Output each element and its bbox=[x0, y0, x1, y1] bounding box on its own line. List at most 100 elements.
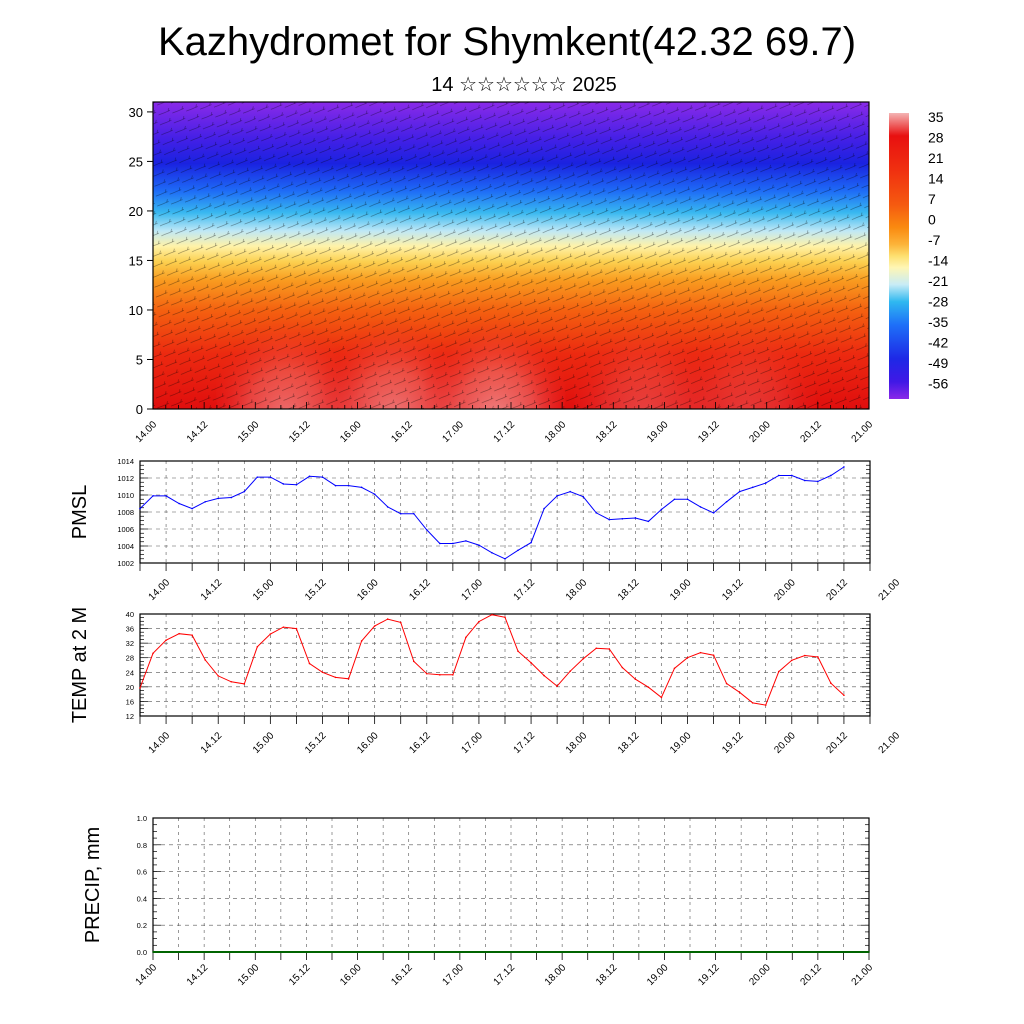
x-tick-label: 15.12 bbox=[287, 962, 313, 988]
y-tick-label: 0.8 bbox=[137, 841, 147, 850]
series-point bbox=[243, 490, 246, 493]
x-tick-label: 18.00 bbox=[564, 577, 590, 603]
series-point bbox=[673, 667, 676, 670]
series-point bbox=[634, 517, 637, 519]
series-point bbox=[465, 636, 467, 639]
colorbar-label: 21 bbox=[928, 150, 944, 166]
wind-barbs-overlay bbox=[153, 102, 869, 409]
series-point bbox=[373, 493, 376, 495]
series-point bbox=[830, 474, 832, 477]
series-point bbox=[569, 670, 571, 672]
x-tick-label: 17.12 bbox=[512, 730, 538, 756]
series-point bbox=[308, 662, 311, 665]
heatmap-x-tick-label: 15.12 bbox=[287, 419, 313, 445]
y-tick-label: 0.4 bbox=[137, 894, 147, 903]
x-tick-label: 16.00 bbox=[355, 577, 381, 603]
x-tick-label: 14.00 bbox=[147, 577, 173, 603]
series-point bbox=[530, 662, 532, 664]
series-point bbox=[660, 696, 663, 699]
heatmap-y-tick-label: 0 bbox=[136, 402, 143, 417]
x-tick-label: 18.12 bbox=[594, 962, 620, 988]
x-tick-label: 15.00 bbox=[236, 962, 262, 988]
x-tick-label: 19.00 bbox=[645, 962, 671, 988]
series-point bbox=[425, 529, 428, 531]
y-tick-label: 12 bbox=[126, 712, 134, 721]
colorbar-label: -56 bbox=[928, 376, 948, 392]
heatmap-x-tick-label: 14.12 bbox=[185, 419, 211, 445]
series-point bbox=[582, 658, 585, 660]
x-tick-label: 20.00 bbox=[772, 730, 798, 756]
y-tick-label: 36 bbox=[126, 625, 134, 634]
series-point bbox=[712, 512, 715, 514]
series-point bbox=[412, 512, 415, 515]
series-point bbox=[699, 506, 702, 508]
colorbar-label: -21 bbox=[928, 273, 948, 289]
y-tick-label: 16 bbox=[126, 697, 134, 706]
temp-panel: 12 16 20 24 28 32 36 40 14.00 14.12 15.00 15.12 16.0… bbox=[69, 607, 902, 756]
series-point bbox=[738, 691, 741, 694]
series-point bbox=[191, 507, 193, 510]
x-tick-label: 16.12 bbox=[389, 962, 415, 988]
series-point bbox=[817, 480, 819, 483]
x-tick-label: 19.12 bbox=[720, 730, 746, 756]
series-point bbox=[843, 694, 845, 697]
y-tick-label: 24 bbox=[126, 668, 134, 677]
series-point bbox=[204, 659, 206, 661]
series-point bbox=[425, 672, 428, 675]
series-point bbox=[399, 621, 402, 624]
series-point bbox=[738, 490, 741, 493]
colorbar-label: -14 bbox=[928, 253, 948, 269]
series-point bbox=[178, 632, 180, 635]
series-point bbox=[452, 542, 454, 545]
x-tick-label: 17.00 bbox=[460, 577, 486, 603]
colorbar-strip bbox=[889, 113, 909, 399]
series-line bbox=[139, 466, 845, 560]
precip-panel: 0.0 0.2 0.4 0.6 0.8 1.0 14.00 14.12 15.00 15.12 16… bbox=[82, 814, 875, 988]
series-point bbox=[282, 483, 285, 485]
series-point bbox=[543, 674, 545, 677]
x-tick-label: 20.12 bbox=[825, 730, 851, 756]
pmsl-panel: 1002 1004 1006 1008 1010 1012 1014 14.00 14.12 15… bbox=[69, 457, 902, 603]
series-point bbox=[360, 640, 363, 642]
y-axis-title: TEMP at 2 M bbox=[69, 607, 91, 723]
heatmap-x-tick-label: 21.00 bbox=[850, 419, 876, 445]
y-axis-title: PRECIP, mm bbox=[82, 827, 104, 943]
heatmap-x-tick-label: 14.00 bbox=[134, 419, 160, 445]
x-tick-label: 15.00 bbox=[251, 730, 277, 756]
x-tick-label: 17.12 bbox=[512, 577, 538, 603]
y-tick-label: 1010 bbox=[117, 491, 134, 500]
x-tick-label: 16.00 bbox=[355, 730, 381, 756]
x-tick-label: 14.12 bbox=[185, 962, 211, 988]
series-point bbox=[673, 498, 676, 501]
x-tick-label: 14.00 bbox=[147, 730, 173, 756]
y-tick-label: 1012 bbox=[117, 474, 134, 483]
series-point bbox=[217, 497, 220, 500]
series-point bbox=[321, 671, 324, 674]
series-point bbox=[256, 645, 259, 648]
series-point bbox=[751, 486, 754, 489]
series-point bbox=[139, 687, 141, 689]
series-point bbox=[334, 676, 337, 679]
y-tick-label: 1008 bbox=[117, 508, 134, 517]
x-tick-label: 14.12 bbox=[199, 577, 225, 603]
series-point bbox=[491, 613, 493, 616]
colorbar-label: -49 bbox=[928, 355, 948, 371]
x-tick-label: 16.12 bbox=[407, 730, 433, 756]
colorbar-label: 14 bbox=[928, 171, 944, 187]
y-tick-label: 1.0 bbox=[137, 814, 147, 823]
series-point bbox=[530, 541, 532, 544]
heatmap-y-tick-label: 10 bbox=[129, 303, 143, 318]
series-point bbox=[517, 549, 519, 552]
series-point bbox=[868, 951, 870, 953]
x-tick-label: 21.00 bbox=[850, 962, 876, 988]
series-point bbox=[817, 656, 819, 658]
series-point bbox=[777, 474, 780, 477]
series-point bbox=[191, 634, 193, 636]
y-tick-label: 1006 bbox=[117, 525, 134, 534]
series-point bbox=[491, 552, 493, 554]
x-tick-label: 18.12 bbox=[616, 577, 642, 603]
series-point bbox=[347, 678, 350, 680]
series-point bbox=[725, 501, 728, 503]
x-tick-label: 20.12 bbox=[825, 577, 851, 603]
series-point bbox=[543, 507, 545, 510]
